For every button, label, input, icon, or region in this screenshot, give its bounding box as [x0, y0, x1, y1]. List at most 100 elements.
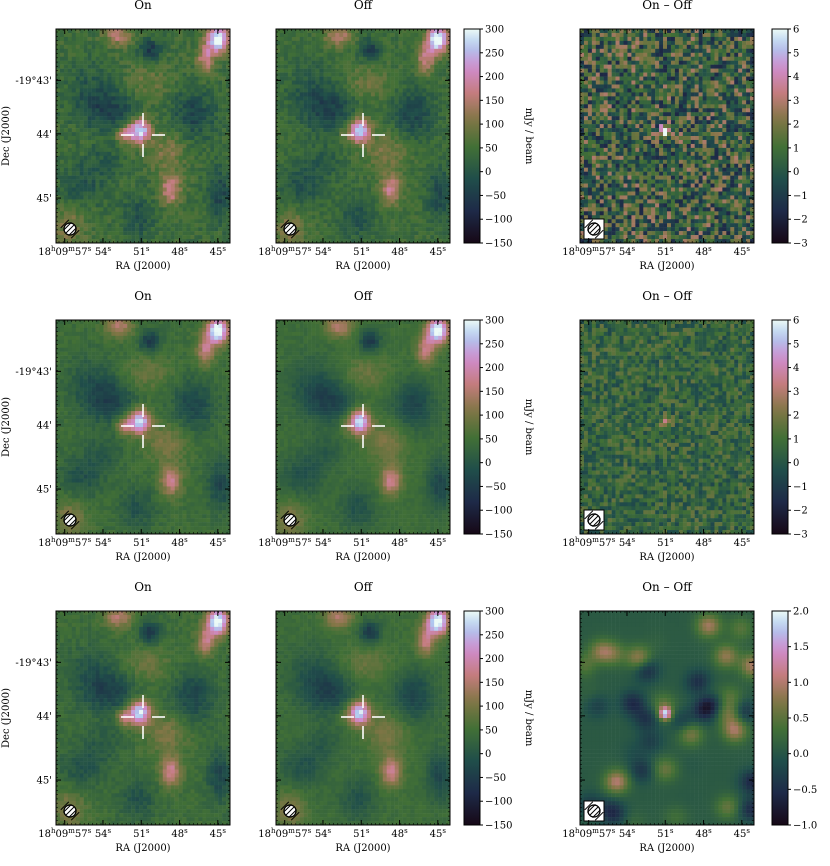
colorbar-tick-label: 200 [485, 654, 504, 665]
ra-tick-label: 18h09m57s [258, 245, 311, 258]
ra-tick-label: 51s [657, 245, 674, 258]
dec-tick-label: -19°43' [15, 658, 52, 669]
colorbar-tick-label: 1.5 [793, 642, 809, 653]
colorbar-label: mJy / beam [523, 108, 534, 165]
colorbar-tick-label: −50 [485, 482, 506, 493]
colorbar-gradient [464, 320, 480, 534]
ra-tick-label: 48s [391, 245, 408, 258]
ra-tick-label: 18h09m57s [38, 245, 91, 258]
colorbar-tick-label: 200 [485, 72, 504, 83]
image-map [276, 611, 450, 825]
ra-tick-label: 48s [695, 536, 712, 549]
ra-tick-label: 54s [315, 536, 332, 549]
ra-tick-label: 51s [133, 245, 150, 258]
dec-tick-label: 45' [37, 776, 52, 787]
y-axis-label: Dec (J2000) [1, 688, 12, 748]
dec-tick-label: 44' [37, 129, 52, 140]
ra-tick-label: 18h09m57s [562, 827, 615, 840]
ra-tick-label: 45s [430, 245, 447, 258]
colorbar-tick-label: 150 [485, 96, 504, 107]
colorbar-tick-label: 0 [485, 749, 491, 760]
colorbar-tick-label: 0 [793, 458, 799, 469]
colorbar-tick-label: 100 [485, 120, 504, 131]
colorbar-tick-label: 300 [485, 316, 504, 327]
panel-title: On [134, 580, 152, 594]
x-axis-label: RA (J2000) [335, 261, 390, 272]
colorbar-tick-label: −50 [485, 191, 506, 202]
y-axis-label: Dec (J2000) [1, 106, 12, 166]
colorbar-label: mJy / beam [523, 690, 534, 747]
ra-tick-label: 54s [619, 827, 636, 840]
image-map [56, 29, 230, 243]
ra-tick-label: 45s [210, 245, 227, 258]
colorbar-tick-label: 6 [793, 25, 799, 36]
colorbar-tick-label: 50 [485, 434, 498, 445]
dec-tick-label: -19°43' [15, 76, 52, 87]
panel-title: On – Off [642, 0, 693, 12]
image-map [56, 611, 230, 825]
colorbar-tick-label: 6 [793, 316, 799, 327]
colorbar-tick-label: 150 [485, 387, 504, 398]
dec-tick-label: 45' [37, 485, 52, 496]
colorbar-tick-label: −0.5 [793, 785, 817, 796]
colorbar-tick-label: 100 [485, 411, 504, 422]
dec-tick-label: 44' [37, 711, 52, 722]
panel-title: Off [354, 580, 374, 594]
colorbar-gradient [464, 29, 480, 243]
ra-tick-label: 51s [353, 536, 370, 549]
ra-tick-label: 54s [315, 245, 332, 258]
beam-icon [584, 219, 604, 239]
colorbar-tick-label: 3 [793, 387, 799, 398]
ra-tick-label: 51s [353, 827, 370, 840]
y-axis-label: Dec (J2000) [1, 397, 12, 457]
colorbar-tick-label: −1.0 [793, 821, 817, 832]
panel-title: On – Off [642, 289, 693, 303]
ra-tick-label: 51s [353, 245, 370, 258]
dec-tick-label: 45' [37, 194, 52, 205]
ra-tick-label: 45s [734, 536, 751, 549]
colorbar-tick-label: −2 [793, 215, 808, 226]
x-axis-label: RA (J2000) [639, 552, 694, 563]
colorbar-tick-label: 250 [485, 630, 504, 641]
ra-tick-label: 51s [657, 536, 674, 549]
ra-tick-label: 54s [95, 245, 112, 258]
colorbar-tick-label: 50 [485, 143, 498, 154]
ra-tick-label: 48s [171, 245, 188, 258]
dec-tick-label: 44' [37, 420, 52, 431]
panel-title: Off [354, 289, 374, 303]
colorbar-tick-label: −100 [485, 797, 512, 808]
colorbar-tick-label: −2 [793, 506, 808, 517]
ra-tick-label: 54s [95, 536, 112, 549]
ra-tick-label: 18h09m57s [562, 245, 615, 258]
ra-tick-label: 18h09m57s [38, 827, 91, 840]
figure: On 18h09m57s 54s 51s 48s 45s -19°43' 44' 45' RA (… [0, 0, 830, 866]
colorbar-tick-label: 0 [793, 167, 799, 178]
ra-tick-label: 45s [734, 245, 751, 258]
colorbar-tick-label: 0 [485, 167, 491, 178]
colorbar-tick-label: 250 [485, 339, 504, 350]
colorbar-tick-label: −1 [793, 482, 808, 493]
x-axis-label: RA (J2000) [335, 843, 390, 854]
colorbar-tick-label: −3 [793, 530, 808, 541]
x-axis-label: RA (J2000) [639, 261, 694, 272]
colorbar-tick-label: −100 [485, 215, 512, 226]
colorbar-tick-label: 0.5 [793, 714, 809, 725]
ra-tick-label: 18h09m57s [38, 536, 91, 549]
colorbar-tick-label: 4 [793, 72, 799, 83]
ra-tick-label: 45s [430, 536, 447, 549]
colorbar-tick-label: 2.0 [793, 607, 809, 618]
x-axis-label: RA (J2000) [335, 552, 390, 563]
ra-tick-label: 18h09m57s [258, 827, 311, 840]
colorbar-tick-label: −1 [793, 191, 808, 202]
